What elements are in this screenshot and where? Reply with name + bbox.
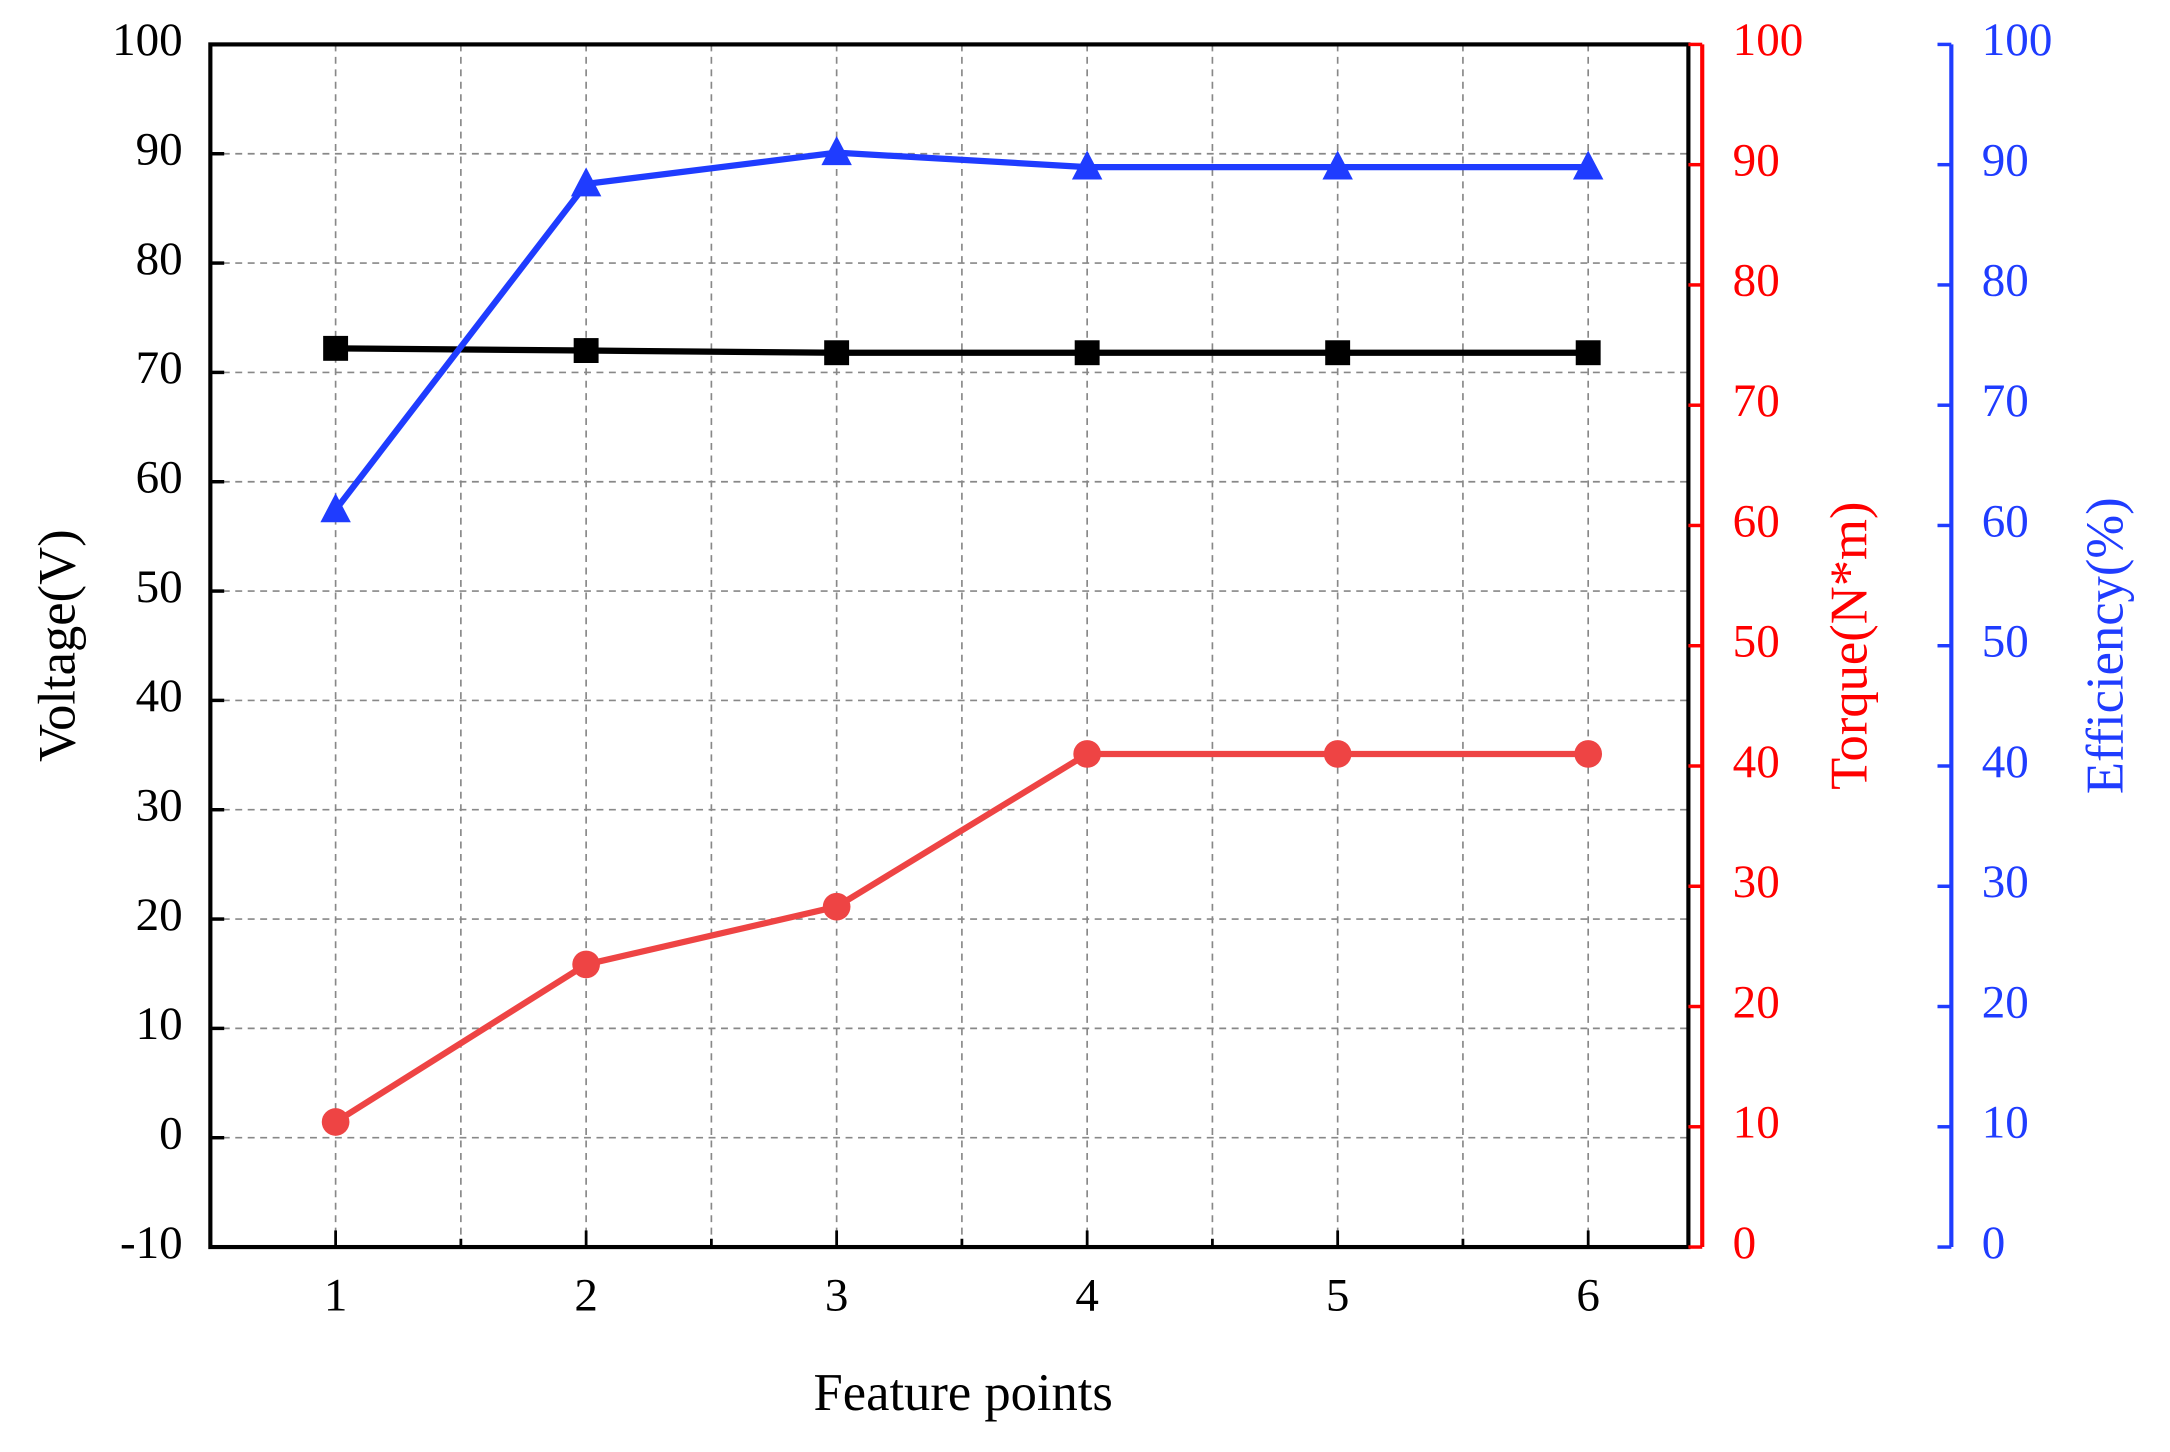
series-line bbox=[333, 149, 1589, 512]
x-tick-label: 1 bbox=[324, 1269, 348, 1321]
y-tick-label: 80 bbox=[1982, 255, 2029, 307]
y-axis-label: Voltage(V) bbox=[28, 529, 86, 762]
y-tick-label: 0 bbox=[1982, 1217, 2006, 1269]
plot-frame bbox=[208, 42, 1691, 1250]
marker bbox=[320, 493, 351, 523]
x-tick-label: 3 bbox=[825, 1269, 849, 1321]
marker bbox=[323, 335, 349, 361]
y-tick-label: 100 bbox=[1733, 14, 1804, 66]
marker bbox=[1325, 340, 1351, 366]
marker bbox=[1574, 740, 1603, 768]
x-tick-label: 5 bbox=[1326, 1269, 1350, 1321]
y-tick-label: 100 bbox=[112, 14, 183, 66]
y-tick-label: 70 bbox=[1982, 375, 2029, 427]
y-tick-label: 100 bbox=[1982, 14, 2053, 66]
marker bbox=[821, 136, 852, 166]
y-tick-label: -10 bbox=[120, 1217, 183, 1269]
y-tick-label: 80 bbox=[136, 233, 183, 285]
marker bbox=[1074, 340, 1100, 366]
y-tick-label: 20 bbox=[1733, 976, 1780, 1028]
y-tick-label: 60 bbox=[1733, 495, 1780, 547]
marker bbox=[570, 167, 602, 197]
y-tick-label: 50 bbox=[1982, 616, 2029, 668]
marker bbox=[822, 892, 851, 921]
y-tick-label: 60 bbox=[1982, 495, 2029, 547]
marker bbox=[1323, 740, 1352, 768]
y-tick-label: 40 bbox=[1982, 736, 2029, 788]
y-tick-label: 70 bbox=[136, 342, 183, 394]
y-tick-label: 50 bbox=[1733, 616, 1780, 668]
marker bbox=[1071, 150, 1103, 180]
y-tick-label: 10 bbox=[1982, 1097, 2029, 1149]
marker bbox=[572, 950, 600, 979]
y-tick-label: 90 bbox=[1733, 134, 1780, 186]
x-tick-label: 6 bbox=[1576, 1269, 1600, 1321]
marker bbox=[1322, 150, 1353, 180]
x-tick-label: 4 bbox=[1075, 1269, 1099, 1321]
y-tick-label: 90 bbox=[136, 124, 183, 176]
y-tick-label: 20 bbox=[1982, 976, 2029, 1028]
y-tick-label: 40 bbox=[136, 670, 183, 722]
y-tick-label: 60 bbox=[136, 452, 183, 504]
y-tick-label: 30 bbox=[1733, 856, 1780, 908]
marker bbox=[1073, 740, 1101, 768]
y-tick-label: 90 bbox=[1982, 134, 2029, 186]
y-tick-label: 70 bbox=[1733, 375, 1780, 427]
y-tick-label: 30 bbox=[1982, 856, 2029, 908]
y-tick-label: 40 bbox=[1733, 736, 1780, 788]
y-tick-label: 0 bbox=[159, 1108, 183, 1160]
marker bbox=[573, 338, 599, 363]
marker bbox=[824, 340, 850, 366]
x-axis-label: Feature points bbox=[814, 1364, 1113, 1422]
y-tick-label: 80 bbox=[1733, 255, 1780, 307]
marker bbox=[1572, 150, 1604, 180]
x-tick-label: 2 bbox=[574, 1269, 598, 1321]
y-tick-label: 20 bbox=[136, 889, 183, 941]
y-tick-label: 10 bbox=[136, 998, 183, 1050]
y-axis-label: Torque(N*m) bbox=[1821, 502, 1879, 790]
series-line bbox=[333, 750, 1589, 1125]
y-axis-label: Efficiency(%) bbox=[2077, 497, 2135, 794]
series-line bbox=[335, 345, 1589, 356]
y-tick-label: 10 bbox=[1733, 1097, 1780, 1149]
y-tick-label: 0 bbox=[1733, 1217, 1757, 1269]
y-tick-label: 50 bbox=[136, 561, 183, 613]
y-tick-label: 30 bbox=[136, 780, 183, 832]
marker bbox=[321, 1108, 350, 1136]
marker bbox=[1575, 340, 1601, 366]
